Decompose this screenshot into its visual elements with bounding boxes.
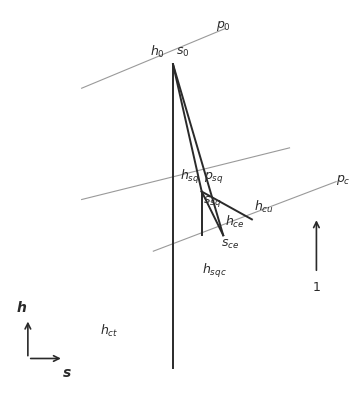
Text: $h_0$: $h_0$ bbox=[150, 44, 165, 60]
Text: $h_{sqc}$: $h_{sqc}$ bbox=[202, 262, 226, 280]
Text: h: h bbox=[16, 301, 26, 315]
Text: $p_{sq}$: $p_{sq}$ bbox=[204, 170, 224, 185]
Text: $h_{cu}$: $h_{cu}$ bbox=[254, 199, 274, 216]
Text: s: s bbox=[63, 366, 71, 380]
Text: $h_{sq}$: $h_{sq}$ bbox=[179, 168, 199, 187]
Text: $h_{ce}$: $h_{ce}$ bbox=[225, 214, 245, 230]
Text: $p_c$: $p_c$ bbox=[336, 172, 351, 187]
Text: 1: 1 bbox=[312, 281, 320, 294]
Text: $s_0$: $s_0$ bbox=[175, 46, 189, 59]
Text: $s_{ce}$: $s_{ce}$ bbox=[221, 238, 239, 251]
Text: $s_{sq}$: $s_{sq}$ bbox=[203, 194, 221, 209]
Text: $p_0$: $p_0$ bbox=[216, 19, 231, 33]
Text: $h_{ct}$: $h_{ct}$ bbox=[100, 323, 118, 339]
